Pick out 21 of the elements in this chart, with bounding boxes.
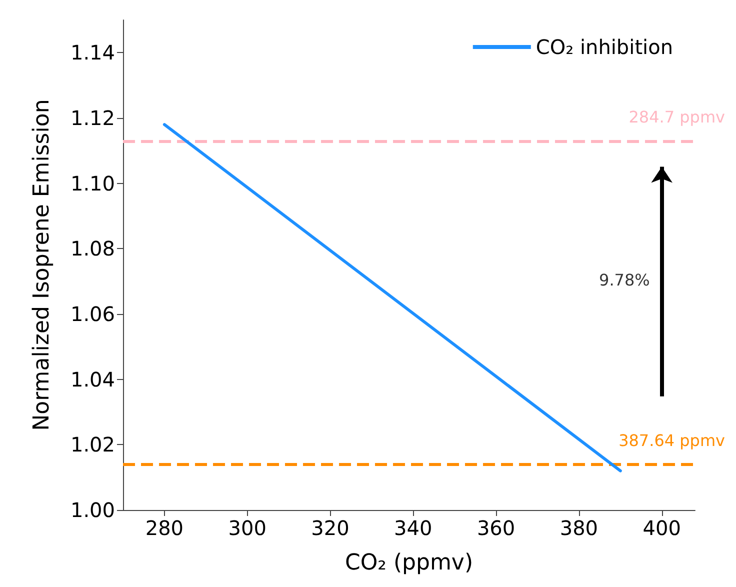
- x-tick-label: 400: [642, 516, 681, 540]
- y-tick-label: 1.06: [70, 302, 115, 326]
- legend-label: CO₂ inhibition: [536, 35, 673, 59]
- ref-line-label: 284.7 ppmv: [628, 107, 725, 126]
- x-tick-label: 380: [560, 516, 598, 540]
- y-axis-title: Normalized Isoprene Emission: [30, 99, 54, 431]
- x-tick-label: 360: [476, 516, 516, 540]
- x-tick-label: 320: [311, 516, 350, 540]
- x-tick-label: 300: [228, 516, 266, 540]
- ref-line-label: 387.64 ppmv: [618, 430, 725, 450]
- y-tick-label: 1.14: [70, 40, 115, 65]
- y-tick-label: 1.02: [70, 432, 115, 457]
- x-axis-title: CO₂ (ppmv): [344, 550, 474, 576]
- x-tick-label: 280: [145, 516, 184, 540]
- y-tick-label: 1.12: [70, 106, 115, 130]
- annotation: 9.78%: [599, 270, 650, 290]
- y-tick-label: 1.08: [70, 236, 115, 261]
- x-tick-label: 340: [394, 516, 432, 540]
- y-tick-label: 1.04: [70, 367, 115, 392]
- y-tick-label: 1.00: [70, 498, 115, 522]
- y-tick-label: 1.10: [70, 171, 115, 196]
